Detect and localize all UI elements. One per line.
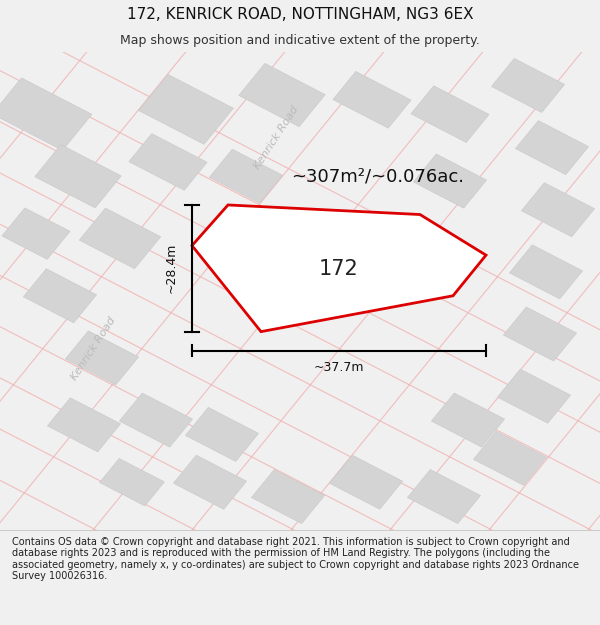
Polygon shape xyxy=(192,205,486,332)
Polygon shape xyxy=(79,208,161,269)
Polygon shape xyxy=(65,331,139,385)
Polygon shape xyxy=(209,149,283,203)
Polygon shape xyxy=(0,78,92,151)
Polygon shape xyxy=(173,455,247,509)
Polygon shape xyxy=(333,71,411,128)
Text: Map shows position and indicative extent of the property.: Map shows position and indicative extent… xyxy=(120,34,480,47)
Polygon shape xyxy=(139,74,233,144)
Text: Kenrick Road: Kenrick Road xyxy=(252,104,300,171)
Text: 172, KENRICK ROAD, NOTTINGHAM, NG3 6EX: 172, KENRICK ROAD, NOTTINGHAM, NG3 6EX xyxy=(127,7,473,22)
Polygon shape xyxy=(497,369,571,423)
Polygon shape xyxy=(509,245,583,299)
Polygon shape xyxy=(491,58,565,112)
Polygon shape xyxy=(411,86,489,142)
Polygon shape xyxy=(239,63,325,127)
Polygon shape xyxy=(47,398,121,452)
Polygon shape xyxy=(185,408,259,461)
Polygon shape xyxy=(129,134,207,190)
Polygon shape xyxy=(515,121,589,174)
Polygon shape xyxy=(503,307,577,361)
Text: Kenrick Road: Kenrick Road xyxy=(69,315,117,382)
Text: 172: 172 xyxy=(319,259,359,279)
Polygon shape xyxy=(329,455,403,509)
Polygon shape xyxy=(35,144,121,208)
Polygon shape xyxy=(473,431,547,486)
Polygon shape xyxy=(23,269,97,323)
Polygon shape xyxy=(100,459,164,506)
Polygon shape xyxy=(431,393,505,447)
Text: ~37.7m: ~37.7m xyxy=(314,361,364,374)
Polygon shape xyxy=(119,393,193,447)
Polygon shape xyxy=(407,469,481,524)
Text: ~307m²/~0.076ac.: ~307m²/~0.076ac. xyxy=(292,168,464,185)
Text: ~28.4m: ~28.4m xyxy=(164,243,178,293)
Text: Contains OS data © Crown copyright and database right 2021. This information is : Contains OS data © Crown copyright and d… xyxy=(12,537,579,581)
Polygon shape xyxy=(2,208,70,259)
Polygon shape xyxy=(251,469,325,524)
Polygon shape xyxy=(413,154,487,208)
Polygon shape xyxy=(521,182,595,237)
